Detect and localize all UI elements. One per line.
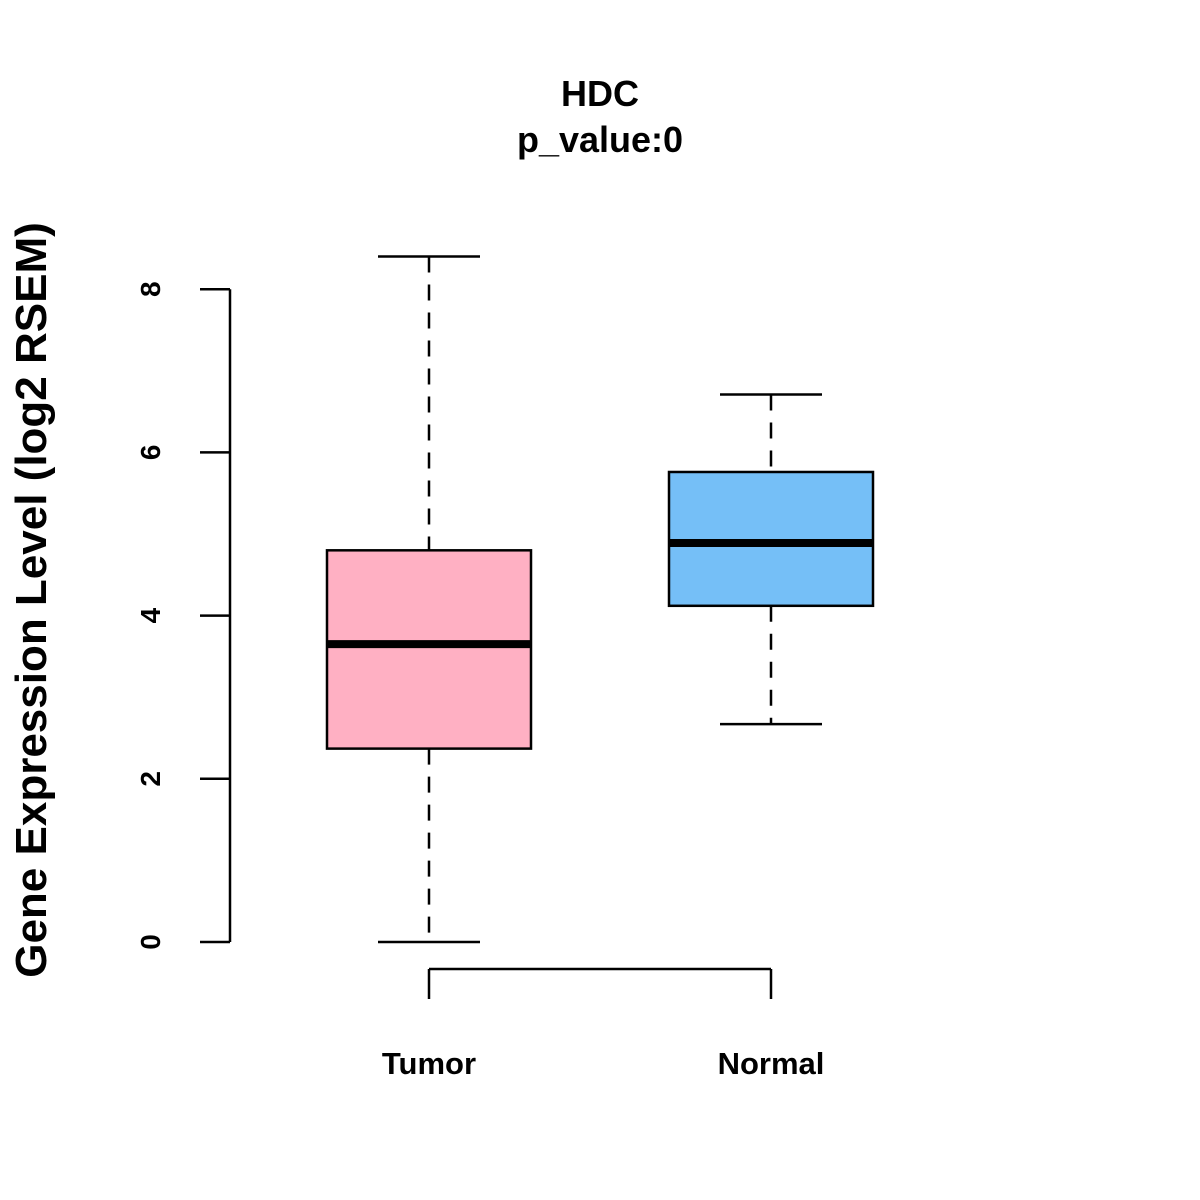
x-axis: Tumor Normal xyxy=(382,967,825,1081)
chart-title: HDC xyxy=(561,73,639,114)
y-tick-label: 8 xyxy=(135,281,166,297)
y-tick-label: 6 xyxy=(135,445,166,461)
box-normal xyxy=(667,393,875,726)
y-axis: 0 2 4 6 8 xyxy=(135,281,232,950)
iqr-box xyxy=(325,549,533,750)
boxes xyxy=(325,255,875,944)
iqr-box xyxy=(667,470,875,608)
y-axis-label: Gene Expression Level (log2 RSEM) xyxy=(7,222,56,978)
y-tick-label: 0 xyxy=(135,934,166,950)
y-tick-label: 2 xyxy=(135,771,166,787)
x-tick-label-normal: Normal xyxy=(718,1046,825,1081)
x-tick-label-tumor: Tumor xyxy=(382,1046,476,1081)
box-tumor xyxy=(325,255,533,944)
chart-subtitle: p_value:0 xyxy=(517,119,683,160)
y-tick-label: 4 xyxy=(135,607,166,623)
